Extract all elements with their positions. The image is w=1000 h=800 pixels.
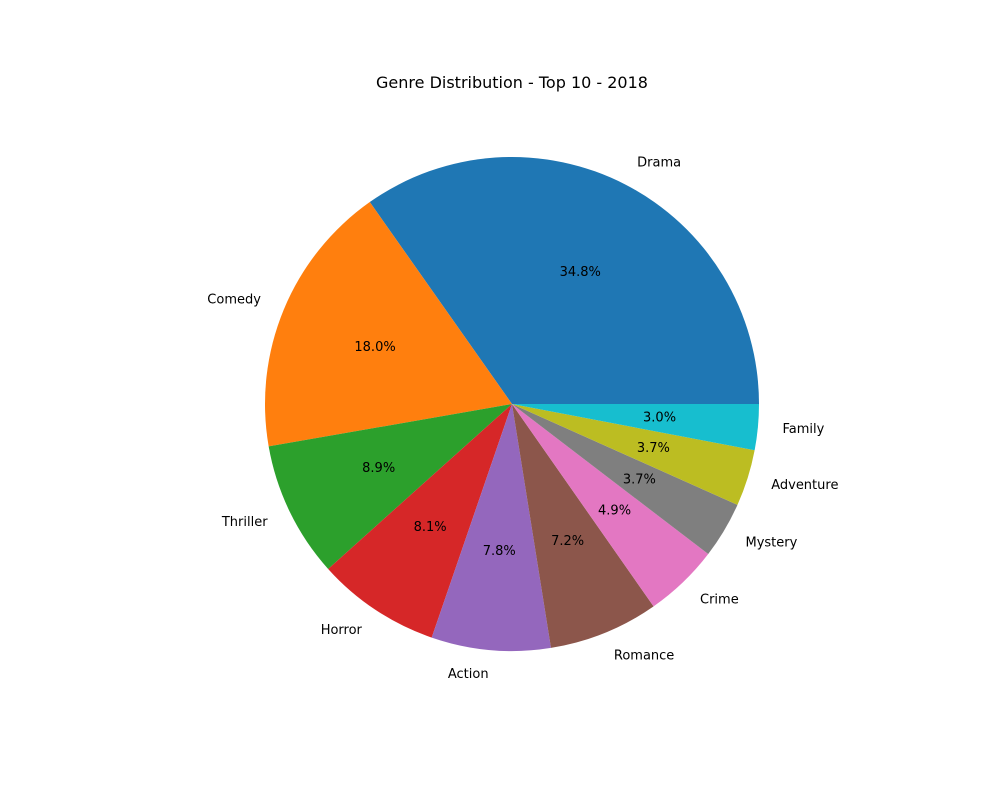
chart-title: Genre Distribution - Top 10 - 2018 xyxy=(376,73,648,92)
slice-label-comedy: Comedy xyxy=(207,293,261,308)
pie-slice-family xyxy=(512,404,759,451)
pct-label-horror: 8.1% xyxy=(414,520,447,535)
slice-label-action: Action xyxy=(448,667,489,682)
slice-label-drama: Drama xyxy=(637,155,681,170)
pie-slice-romance xyxy=(512,404,654,648)
pct-label-crime: 4.9% xyxy=(598,503,631,518)
slice-label-horror: Horror xyxy=(321,623,363,638)
pct-label-family: 3.0% xyxy=(643,410,676,425)
pie-labels: Drama 34.8% Comedy 18.0% Thriller 8.9% Horror 8… xyxy=(207,155,838,682)
pie-slice-crime xyxy=(512,404,709,607)
pct-label-action: 7.8% xyxy=(483,544,516,559)
slice-label-thriller: Thriller xyxy=(221,515,268,530)
slice-label-mystery: Mystery xyxy=(746,535,798,550)
pie-slices xyxy=(265,157,759,651)
pct-label-mystery: 3.7% xyxy=(623,472,656,487)
slice-label-crime: Crime xyxy=(700,593,739,608)
pie-slice-thriller xyxy=(268,404,512,569)
pct-label-adventure: 3.7% xyxy=(637,441,670,456)
pct-label-romance: 7.2% xyxy=(551,534,584,549)
slice-label-adventure: Adventure xyxy=(771,478,838,493)
pie-slice-horror xyxy=(328,404,512,638)
pct-label-thriller: 8.9% xyxy=(362,461,395,476)
pct-label-comedy: 18.0% xyxy=(354,340,395,355)
pie-slice-adventure xyxy=(512,404,755,505)
pie-slice-comedy xyxy=(265,202,512,447)
pie-slice-mystery xyxy=(512,404,738,555)
pie-slice-action xyxy=(431,404,551,651)
pie-slice-drama xyxy=(369,157,759,404)
slice-label-romance: Romance xyxy=(614,648,674,663)
slice-label-family: Family xyxy=(782,422,824,437)
pct-label-drama: 34.8% xyxy=(560,265,601,280)
